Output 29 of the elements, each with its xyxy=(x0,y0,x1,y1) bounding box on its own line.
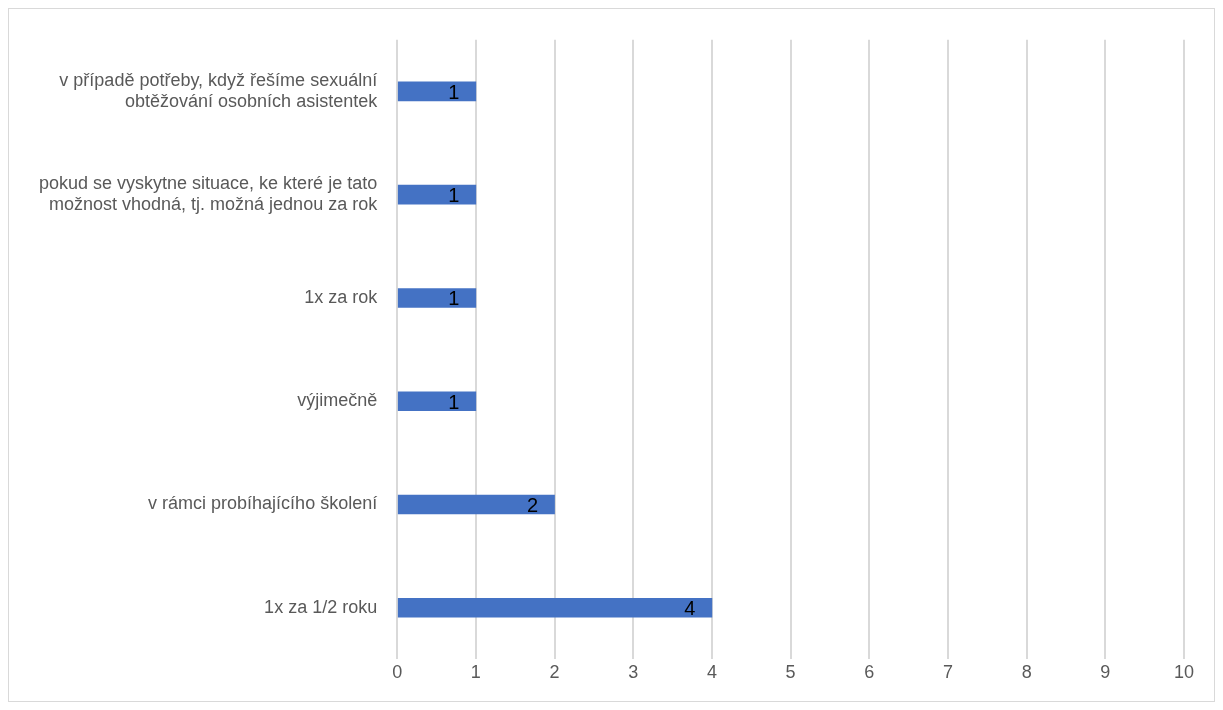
bar xyxy=(397,391,477,412)
bar xyxy=(397,81,477,102)
x-tick-label: 7 xyxy=(942,662,953,683)
x-tick-label: 2 xyxy=(549,662,560,683)
data-label: 1 xyxy=(448,184,460,207)
y-tick-label: 1x za rok xyxy=(304,286,379,307)
x-tick-label: 5 xyxy=(785,662,796,683)
y-tick-label: 1x za 1/2 roku xyxy=(264,596,378,617)
x-tick-label: 3 xyxy=(628,662,639,683)
bar xyxy=(397,597,713,618)
data-label: 1 xyxy=(448,390,460,413)
x-tick-label: 8 xyxy=(1021,662,1032,683)
data-label: 1 xyxy=(448,80,460,103)
x-tick-label: 9 xyxy=(1100,662,1111,683)
y-tick-label: v případě potřeby, když řešíme sexuální obtěžování osobních asistentek xyxy=(59,69,379,112)
x-tick-label: 6 xyxy=(864,662,875,683)
data-label: 1 xyxy=(448,287,460,310)
x-tick-label: 4 xyxy=(706,662,717,683)
y-tick-label: výjimečně xyxy=(297,390,378,411)
x-tick-label: 0 xyxy=(392,662,403,683)
bar xyxy=(397,494,555,515)
bar xyxy=(397,184,477,205)
x-tick-label: 1 xyxy=(470,662,481,683)
data-label: 2 xyxy=(526,494,539,517)
y-tick-label: v rámci probíhajícího školení xyxy=(148,493,378,514)
bar xyxy=(397,288,477,308)
x-tick-label: 10 xyxy=(1173,662,1195,683)
y-tick-label: pokud se vyskytne situace, ke které je tato možnost vhodná, tj. možná jednou za rok xyxy=(38,172,379,215)
data-label: 4 xyxy=(684,597,696,620)
